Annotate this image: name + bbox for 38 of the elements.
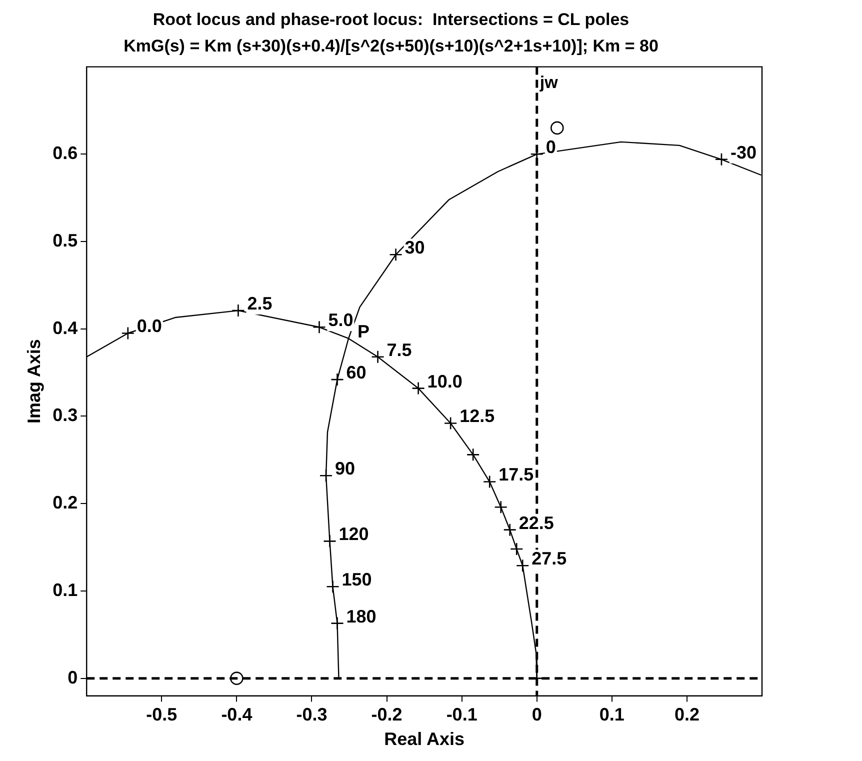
x-tick-label: 0.2	[674, 704, 700, 725]
annotation: 22.5	[518, 512, 554, 533]
x-tick-label: -0.2	[371, 704, 402, 725]
annotation: 90	[335, 458, 356, 479]
annotation: 0.0	[136, 316, 162, 336]
annotation: 27.5	[532, 548, 567, 569]
x-tick-label: 0.1	[599, 704, 624, 725]
annotation: 150	[342, 570, 372, 590]
x-tick-label: -0.1	[446, 704, 478, 725]
annotation: 10.0	[427, 371, 462, 392]
y-tick-label: 0.3	[52, 405, 78, 426]
chart-subtitle: KmG(s) = Km (s+30)(s+0.4)/[s^2(s+50)(s+10)(s^2+1s+10)]; Km = 80	[124, 36, 658, 56]
y-tick-label: 0.5	[52, 230, 78, 250]
x-axis-title: Real Axis	[384, 729, 465, 750]
annotation: 2.5	[247, 294, 272, 314]
annotation: 7.5	[386, 340, 412, 360]
annotation: 17.5	[498, 464, 534, 485]
annotation: 12.5	[460, 406, 495, 426]
annotation: 5.0	[328, 310, 354, 330]
y-tick-label: 0.1	[52, 580, 78, 600]
annotation: 0	[546, 137, 556, 158]
chart-title: Root locus and phase-root locus: Intersections = CL poles	[152, 10, 630, 29]
x-tick-label: -0.5	[146, 704, 178, 725]
ref-line-label: jw	[538, 72, 559, 92]
annotation: 180	[346, 606, 376, 626]
annotation: 60	[346, 362, 366, 383]
annotation: 30	[404, 238, 425, 258]
annotation: -30	[730, 142, 756, 162]
annotation: 120	[338, 524, 369, 544]
y-tick-label: 0.2	[52, 492, 78, 513]
annotation: P	[358, 321, 370, 342]
y-tick-label: 0.6	[52, 143, 78, 164]
x-tick-label: -0.4	[221, 704, 252, 725]
y-tick-label: 0	[68, 667, 78, 688]
y-tick-label: 0.4	[52, 318, 78, 338]
y-axis-title: Imag Axis	[24, 339, 44, 424]
x-tick-label: 0	[532, 704, 542, 725]
x-tick-label: -0.3	[296, 704, 328, 725]
